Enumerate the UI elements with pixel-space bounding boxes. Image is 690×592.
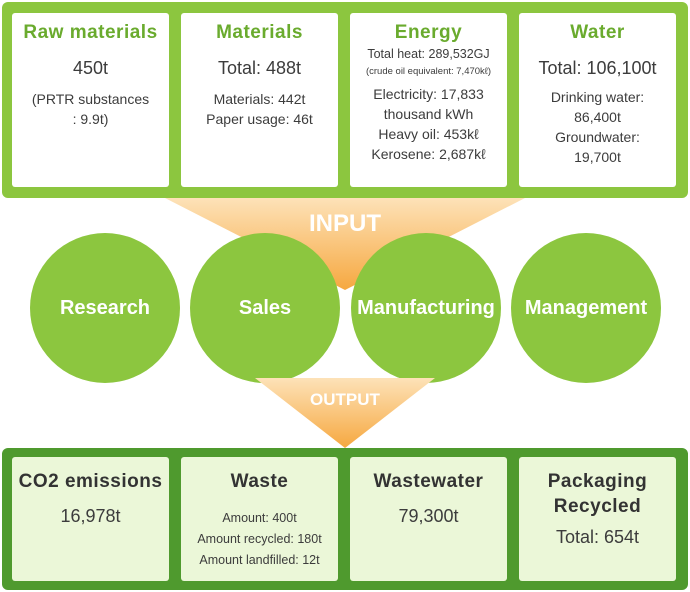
water-drinking-label: Drinking water: — [550, 89, 645, 105]
waste-recycled: Amount recycled: 180t — [197, 532, 322, 546]
raw-materials-box: Raw materials 450t (PRTR substances : 9.… — [12, 13, 169, 187]
waste-landfilled: Amount landfilled: 12t — [199, 553, 320, 567]
materials-line-2: Paper usage: 46t — [206, 111, 313, 127]
water-ground-value: 19,700t — [574, 149, 621, 165]
water-drinking-value: 86,400t — [574, 109, 621, 125]
wastewater-box: Wastewater 79,300t — [350, 457, 507, 581]
activity-sales: Sales — [190, 233, 340, 383]
energy-crude-equivalent: (crude oil equivalent: 7,470kℓ) — [365, 66, 492, 77]
waste-title: Waste — [230, 471, 289, 492]
raw-materials-value: 450t — [72, 58, 109, 78]
energy-kerosene: Kerosene: 2,687kℓ — [371, 146, 486, 162]
materials-line-1: Materials: 442t — [213, 91, 306, 107]
packaging-title-1: Packaging — [547, 471, 648, 492]
water-total: Total: 106,100t — [538, 58, 657, 78]
energy-electricity-1: Electricity: 17,833 — [373, 86, 484, 102]
packaging-title-2: Recycled — [553, 496, 642, 517]
packaging-value: Total: 654t — [555, 527, 640, 547]
raw-materials-title: Raw materials — [23, 22, 158, 43]
water-ground-label: Groundwater: — [555, 129, 640, 145]
raw-materials-note-1: (PRTR substances — [31, 91, 150, 107]
raw-materials-note-2: : 9.9t) — [72, 111, 109, 127]
wastewater-value: 79,300t — [398, 506, 459, 526]
waste-amount: Amount: 400t — [222, 511, 297, 525]
wastewater-title: Wastewater — [373, 471, 484, 492]
co2-title: CO2 emissions — [18, 471, 163, 492]
activity-research: Research — [30, 233, 180, 383]
materials-box: Materials Total: 488t Materials: 442t Pa… — [181, 13, 338, 187]
co2-box: CO2 emissions 16,978t — [12, 457, 169, 581]
energy-electricity-2: thousand kWh — [383, 106, 474, 122]
energy-heavy-oil: Heavy oil: 453kℓ — [378, 126, 479, 142]
input-label: INPUT — [309, 210, 381, 237]
energy-box: Energy Total heat: 289,532GJ (crude oil … — [350, 13, 507, 187]
activity-management: Management — [511, 233, 661, 383]
activity-manufacturing: Manufacturing — [351, 233, 501, 383]
water-title: Water — [570, 22, 625, 43]
input-panel: Raw materials 450t (PRTR substances : 9.… — [2, 2, 688, 198]
waste-box: Waste Amount: 400t Amount recycled: 180t… — [181, 457, 338, 581]
water-box: Water Total: 106,100t Drinking water: 86… — [519, 13, 676, 187]
co2-value: 16,978t — [60, 506, 121, 526]
energy-title: Energy — [394, 22, 463, 43]
output-funnel-arrow — [255, 378, 435, 448]
materials-title: Materials — [216, 22, 303, 43]
packaging-box: Packaging Recycled Total: 654t — [519, 457, 676, 581]
materials-total: Total: 488t — [217, 58, 302, 78]
energy-total-heat: Total heat: 289,532GJ — [367, 47, 490, 61]
output-panel: CO2 emissions 16,978t Waste Amount: 400t… — [2, 448, 688, 590]
output-label: OUTPUT — [310, 390, 380, 409]
input-funnel-arrow — [165, 198, 525, 290]
